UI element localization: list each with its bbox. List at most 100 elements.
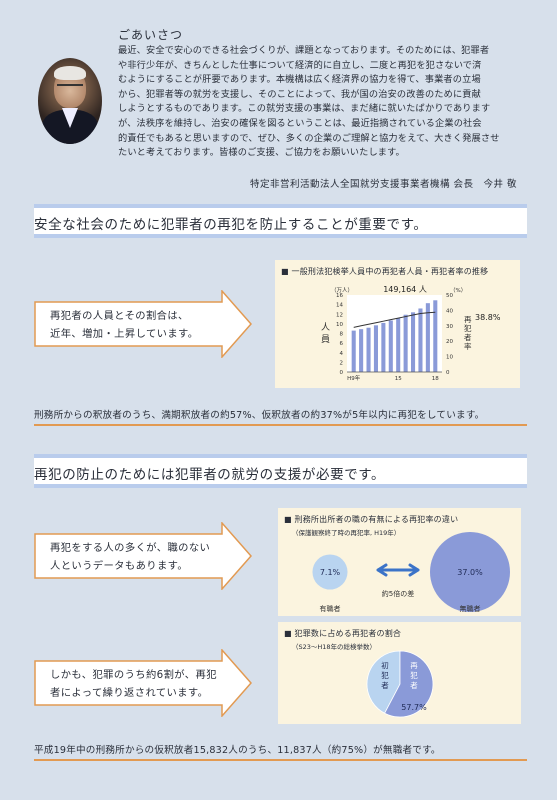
section2-title-box: 再犯の防止のためには犯罪者の就労の支援が必要です。 bbox=[34, 458, 527, 484]
section2-note: 平成19年中の刑務所からの仮釈放者15,832人のうち、11,837人（約75%… bbox=[34, 745, 441, 756]
section2-title: 再犯の防止のためには犯罪者の就労の支援が必要です。 bbox=[34, 467, 386, 483]
x-tick-label: 15 bbox=[395, 376, 402, 382]
y2-tick-label: 10 bbox=[446, 355, 453, 361]
chart2-svg: 7.1% 有職者 37.0% 無職者 約5倍の差 bbox=[312, 532, 510, 613]
section2-top-rule bbox=[34, 454, 527, 458]
chart3-title: 犯罪数に占める再犯者の割合 bbox=[294, 629, 402, 638]
chart1-bar-annotation: 149,164 人 bbox=[383, 285, 427, 294]
x-tick-label: 18 bbox=[432, 376, 439, 382]
chart1-title-row: ■ 一般刑法犯検挙人員中の再犯者人員・再犯者率の推移 bbox=[281, 266, 488, 277]
section2-bottom-rule bbox=[34, 484, 527, 488]
y-tick-label: 14 bbox=[336, 303, 343, 309]
y-tick-label: 0 bbox=[340, 370, 344, 376]
chairman-photo bbox=[38, 58, 102, 144]
y2-axis-label-char: 率 bbox=[464, 341, 472, 351]
section1-title: 安全な社会のために犯罪者の再犯を防止することが重要です。 bbox=[34, 217, 428, 233]
chart3-title-row: ■ 犯罪数に占める再犯者の割合 bbox=[284, 628, 401, 639]
y2-axis-label-char: 犯 bbox=[464, 323, 472, 333]
chart3-slice-label-char: 犯 bbox=[381, 670, 389, 680]
y2-tick-label: 20 bbox=[446, 339, 453, 345]
greeting-line: や非行少年が、きちんとした仕事について経済的に自立し、二度と再犯を犯さないで済 bbox=[118, 59, 482, 71]
chart1-bar bbox=[418, 308, 423, 372]
chart1-line-annotation: 38.8% bbox=[475, 313, 501, 322]
chart1-bar bbox=[373, 325, 378, 372]
arrow-text-line: 近年、増加・上昇しています。 bbox=[50, 328, 199, 340]
greeting-line: しようとするものであります。この就労支援の事業は、まだ緒に就いたばかりであります bbox=[118, 103, 491, 115]
square-bullet-icon: ■ bbox=[284, 629, 295, 638]
section1-note: 刑務所からの釈放者のうち、満期釈放者の約57%、仮釈放者の約37%が5年以内に再… bbox=[34, 410, 485, 421]
y-tick-label: 8 bbox=[340, 332, 344, 338]
chart1-unit-left: （万人） bbox=[331, 287, 353, 294]
chart1-bar bbox=[388, 320, 393, 372]
y-tick-label: 12 bbox=[336, 312, 343, 318]
section1-top-rule bbox=[34, 204, 527, 208]
chart3-pie-slice bbox=[366, 650, 401, 714]
arrow-text-line: 再犯者の人員とその割合は、 bbox=[50, 310, 189, 322]
y-axis-label-char: 員 bbox=[321, 334, 330, 345]
chart2-bubble-label: 無職者 bbox=[460, 604, 481, 613]
chart1-bar bbox=[403, 314, 408, 372]
y-tick-label: 16 bbox=[336, 293, 343, 299]
y2-axis-label-char: 者 bbox=[464, 333, 472, 342]
greeting-line: から、犯罪者等の就労を支援し、そのことによって、我が国の治安の改善のために貢献 bbox=[118, 88, 481, 100]
chart2-title: 刑務所出所者の職の有無による再犯率の違い bbox=[294, 515, 459, 524]
chart1-bar bbox=[396, 318, 401, 372]
chart3-slice-label-char: 初 bbox=[381, 660, 389, 670]
chart2-difference-label: 約5倍の差 bbox=[382, 589, 414, 598]
chart1-bar bbox=[425, 303, 430, 372]
greeting-title: ごあいさつ bbox=[118, 28, 184, 42]
chart3-panel: ■ 犯罪数に占める再犯者の割合 （S23〜H18年の総検挙数） 初犯者 再犯者 57… bbox=[278, 622, 521, 724]
greeting-body: 最近、安全で安心のできる社会づくりが、課題となっております。そのためには、犯罪者… bbox=[118, 44, 528, 161]
greeting-line: むようにすることが肝要であります。本機構は広く経済界の協力を得て、事業者の立場 bbox=[118, 74, 481, 86]
chart2-panel: ■ 刑務所出所者の職の有無による再犯率の違い （保護観察終了時の再犯率, H19… bbox=[278, 508, 521, 616]
y-tick-label: 4 bbox=[340, 351, 344, 357]
section1-title-box: 安全な社会のために犯罪者の再犯を防止することが重要です。 bbox=[34, 208, 527, 234]
section2-note-underline bbox=[34, 759, 527, 761]
arrow-text-line: 者によって繰り返されています。 bbox=[50, 687, 209, 699]
chart3-subtitle: （S23〜H18年の総検挙数） bbox=[292, 643, 377, 651]
chart1-rate-line bbox=[353, 311, 436, 328]
chart1-unit-right: （%） bbox=[450, 287, 466, 294]
chart3-pie-slice bbox=[384, 650, 434, 718]
chart1-bar bbox=[351, 330, 356, 372]
y-tick-label: 2 bbox=[340, 360, 344, 366]
arrow-text-line: 人というデータもあります。 bbox=[50, 560, 189, 572]
chart3-slice-label-char: 犯 bbox=[410, 670, 418, 680]
section1-bottom-rule bbox=[34, 234, 527, 238]
section2-arrow1-callout: 再犯をする人の多くが、職のない 人というデータもあります。 bbox=[34, 522, 252, 590]
chart2-subtitle: （保護観察終了時の再犯率, H19年） bbox=[292, 529, 401, 537]
chart3-svg: 初犯者 再犯者 57.7% bbox=[366, 650, 434, 718]
chart2-title-row: ■ 刑務所出所者の職の有無による再犯率の違い bbox=[284, 514, 458, 525]
section1-arrow-callout: 再犯者の人員とその割合は、 近年、増加・上昇しています。 bbox=[34, 290, 252, 358]
chart3-slice-label-char: 再 bbox=[410, 661, 418, 670]
chart1-bar bbox=[366, 327, 371, 372]
chart3-slice-label-char: 者 bbox=[410, 681, 418, 690]
chart2-bubble-value: 7.1% bbox=[320, 568, 341, 577]
chart1-bar bbox=[381, 322, 386, 372]
chart2-bubble bbox=[430, 532, 510, 612]
double-arrow-icon bbox=[376, 563, 420, 577]
y-axis-label-char: 人 bbox=[321, 322, 330, 333]
greeting-line: 的責任でもあると思いますので、ぜひ、多くの企業のご理解と協力をえて、大きく発展さ… bbox=[118, 132, 500, 144]
y-tick-label: 6 bbox=[340, 341, 344, 347]
greeting-line: 最近、安全で安心のできる社会づくりが、課題となっております。そのためには、犯罪者 bbox=[118, 45, 490, 56]
chart3-slice-label-char: 者 bbox=[381, 681, 389, 690]
square-bullet-icon: ■ bbox=[281, 267, 292, 276]
chart2-bubble-value: 37.0% bbox=[457, 568, 483, 577]
chart2-bubble bbox=[312, 554, 348, 590]
chart1-bar bbox=[359, 329, 364, 372]
chart1-bar bbox=[433, 300, 438, 372]
y2-tick-label: 50 bbox=[446, 293, 453, 299]
chart1-bar bbox=[411, 312, 416, 372]
arrow-text-line: 再犯をする人の多くが、職のない bbox=[50, 542, 211, 554]
y2-tick-label: 40 bbox=[446, 308, 453, 314]
y2-axis-label-char: 再 bbox=[464, 315, 472, 324]
section1-note-underline bbox=[34, 424, 527, 426]
chart2-bubble-label: 有職者 bbox=[320, 604, 341, 613]
y2-tick-label: 30 bbox=[446, 324, 453, 330]
chart3-slice-value: 57.7% bbox=[401, 703, 427, 712]
square-bullet-icon: ■ bbox=[284, 515, 295, 524]
y2-tick-label: 0 bbox=[446, 370, 450, 376]
x-tick-label: H9年 bbox=[347, 374, 361, 382]
signature: 特定非営利活動法人全国就労支援事業者機構 会長 今井 敬 bbox=[250, 179, 518, 190]
